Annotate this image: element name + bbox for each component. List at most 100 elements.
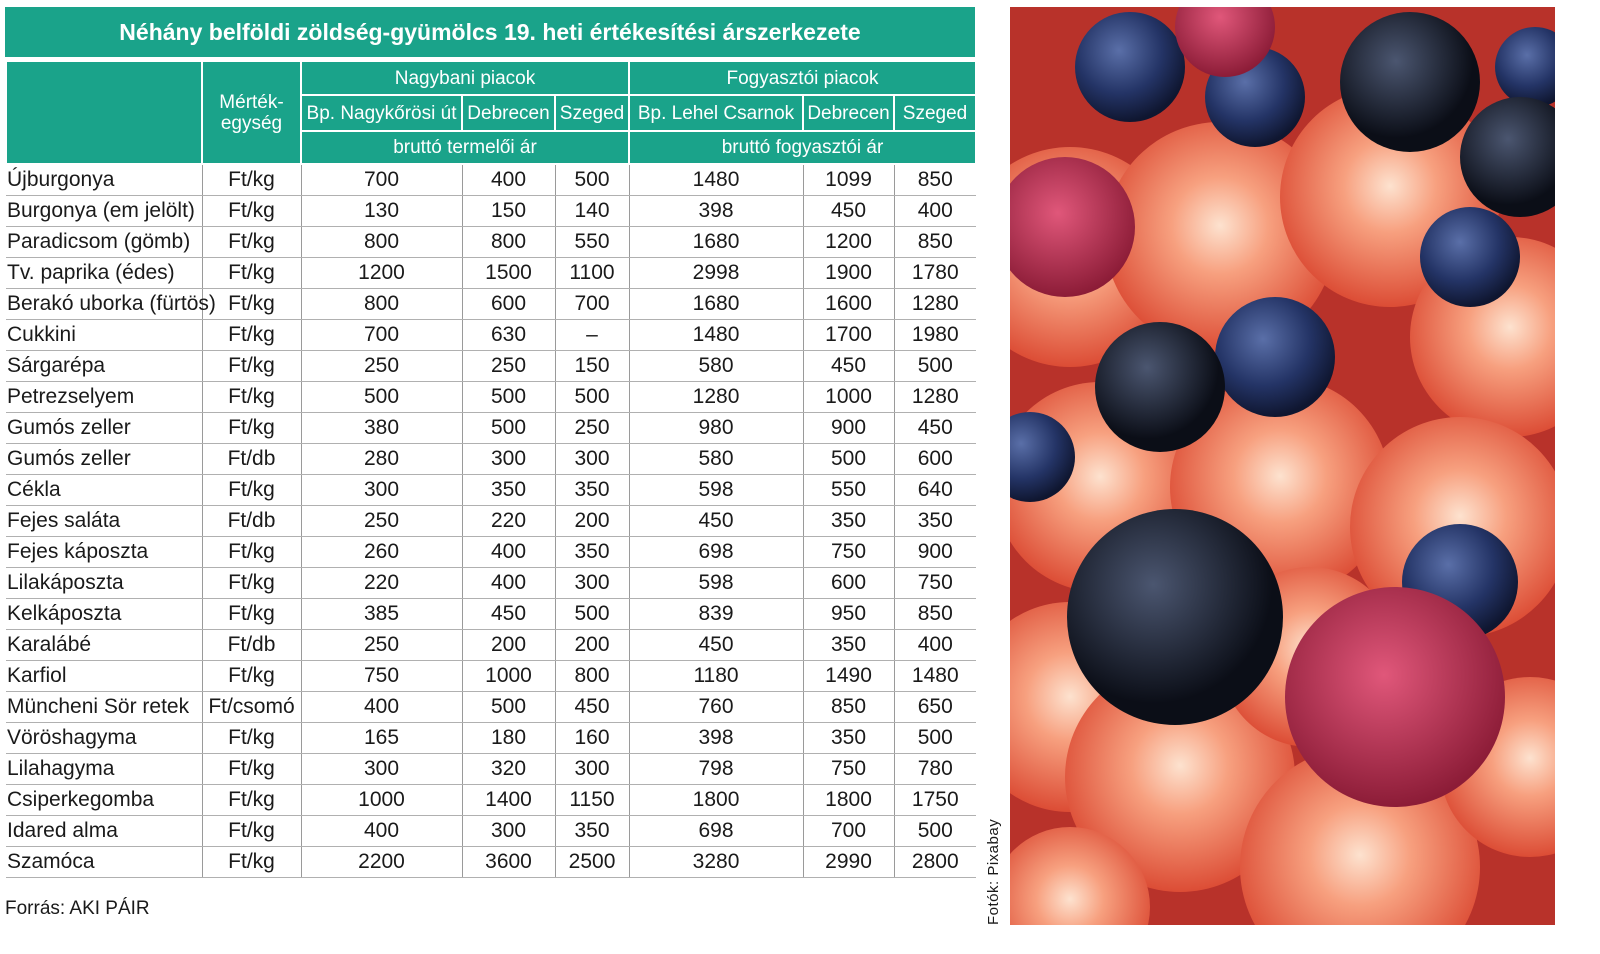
price-cell: 400 <box>301 691 463 723</box>
table-row: Szamóca Ft/kg 2200 3600 2500 3280 2990 2800 <box>6 846 977 878</box>
price-cell: 350 <box>555 536 630 568</box>
unit-cell: Ft/kg <box>202 226 302 258</box>
product-name: Burgonya (em jelölt) <box>6 195 203 227</box>
price-cell: 1000 <box>462 660 556 692</box>
price-cell: 698 <box>629 536 804 568</box>
price-cell: 280 <box>301 443 463 475</box>
product-name: Müncheni Sör retek <box>6 691 203 723</box>
price-cell: 630 <box>462 319 556 351</box>
unit-cell: Ft/kg <box>202 784 302 816</box>
market-header: Debrecen <box>461 94 556 132</box>
table-row: Petrezselyem Ft/kg 500 500 500 1280 1000 1280 <box>6 381 977 413</box>
price-cell: – <box>555 319 630 351</box>
price-cell: 398 <box>629 722 804 754</box>
table-row: Gumós zeller Ft/kg 380 500 250 980 900 450 <box>6 412 977 444</box>
product-name: Sárgarépa <box>6 350 203 382</box>
price-cell: 1800 <box>803 784 895 816</box>
price-cell: 700 <box>555 288 630 320</box>
table-row: Gumós zeller Ft/db 280 300 300 580 500 600 <box>6 443 977 475</box>
unit-cell: Ft/db <box>202 505 302 537</box>
price-cell: 850 <box>894 164 977 196</box>
price-cell: 1180 <box>629 660 804 692</box>
product-name: Lilakáposzta <box>6 567 203 599</box>
price-cell: 450 <box>803 350 895 382</box>
price-cell: 700 <box>301 319 463 351</box>
price-cell: 800 <box>555 660 630 692</box>
price-cell: 450 <box>555 691 630 723</box>
price-cell: 250 <box>555 412 630 444</box>
price-cell: 1400 <box>462 784 556 816</box>
price-cell: 2990 <box>803 846 895 878</box>
price-cell: 750 <box>803 753 895 785</box>
product-name: Újburgonya <box>6 164 203 196</box>
product-name: Idared alma <box>6 815 203 847</box>
market-header: Szeged <box>893 94 978 132</box>
price-cell: 1280 <box>629 381 804 413</box>
price-cell: 500 <box>894 350 977 382</box>
price-cell: 400 <box>462 164 556 196</box>
table-row: Cékla Ft/kg 300 350 350 598 550 640 <box>6 474 977 506</box>
unit-cell: Ft/kg <box>202 660 302 692</box>
product-name: Karalábé <box>6 629 203 661</box>
price-cell: 1480 <box>629 319 804 351</box>
price-cell: 1000 <box>803 381 895 413</box>
product-name: Gumós zeller <box>6 443 203 475</box>
price-cell: 900 <box>894 536 977 568</box>
unit-cell: Ft/csomó <box>202 691 302 723</box>
product-name: Vöröshagyma <box>6 722 203 754</box>
price-cell: 300 <box>555 753 630 785</box>
price-cell: 500 <box>555 381 630 413</box>
price-cell: 698 <box>629 815 804 847</box>
unit-cell: Ft/kg <box>202 288 302 320</box>
unit-cell: Ft/kg <box>202 350 302 382</box>
unit-cell: Ft/kg <box>202 598 302 630</box>
market-header: Szeged <box>553 94 631 132</box>
price-cell: 800 <box>462 226 556 258</box>
table-row: Burgonya (em jelölt) Ft/kg 130 150 140 398 450… <box>6 195 977 227</box>
price-cell: 1480 <box>629 164 804 196</box>
price-cell: 350 <box>803 722 895 754</box>
price-cell: 1200 <box>803 226 895 258</box>
table-row: Fejes káposzta Ft/kg 260 400 350 698 750 900 <box>6 536 977 568</box>
unit-cell: Ft/kg <box>202 722 302 754</box>
unit-cell: Ft/kg <box>202 381 302 413</box>
raspberries <box>1010 7 1505 807</box>
consumer-price-type: bruttó fogyasztói ár <box>628 130 978 165</box>
table-row: Müncheni Sör retek Ft/csomó 400 500 450 760 85… <box>6 691 977 723</box>
table-row: Újburgonya Ft/kg 700 400 500 1480 1099 850 <box>6 164 977 196</box>
price-cell: 2500 <box>555 846 630 878</box>
price-cell: 398 <box>629 195 804 227</box>
unit-cell: Ft/kg <box>202 257 302 289</box>
price-cell: 300 <box>462 443 556 475</box>
table-row: Karfiol Ft/kg 750 1000 800 1180 1490 1480 <box>6 660 977 692</box>
price-cell: 598 <box>629 567 804 599</box>
price-cell: 1900 <box>803 257 895 289</box>
price-cell: 798 <box>629 753 804 785</box>
price-cell: 850 <box>894 598 977 630</box>
price-cell: 650 <box>894 691 977 723</box>
price-cell: 750 <box>301 660 463 692</box>
unit-cell: Ft/kg <box>202 164 302 196</box>
table-title: Néhány belföldi zöldség-gyümölcs 19. het… <box>5 7 975 60</box>
price-cell: 500 <box>301 381 463 413</box>
product-name: Fejes saláta <box>6 505 203 537</box>
price-cell: 1750 <box>894 784 977 816</box>
consumer-group-header: Fogyasztói piacok <box>628 60 978 96</box>
price-cell: 300 <box>462 815 556 847</box>
price-cell: 150 <box>462 195 556 227</box>
product-name: Cékla <box>6 474 203 506</box>
table-row: Tv. paprika (édes) Ft/kg 1200 1500 1100 2998 1… <box>6 257 977 289</box>
product-name: Kelkáposzta <box>6 598 203 630</box>
price-cell: 1680 <box>629 226 804 258</box>
price-cell: 550 <box>555 226 630 258</box>
market-header: Bp. Lehel Csarnok <box>628 94 805 132</box>
price-table-panel: Néhány belföldi zöldség-gyümölcs 19. het… <box>5 7 978 878</box>
product-name: Petrezselyem <box>6 381 203 413</box>
wholesale-price-type: bruttó termelői ár <box>299 130 631 165</box>
price-cell: 200 <box>555 505 630 537</box>
price-cell: 1800 <box>629 784 804 816</box>
berries-photo <box>1010 7 1555 925</box>
price-cell: 450 <box>894 412 977 444</box>
table-row: Csiperkegomba Ft/kg 1000 1400 1150 1800 1800 17… <box>6 784 977 816</box>
table-row: Berakó uborka (fürtös) Ft/kg 800 600 700 1680… <box>6 288 977 320</box>
